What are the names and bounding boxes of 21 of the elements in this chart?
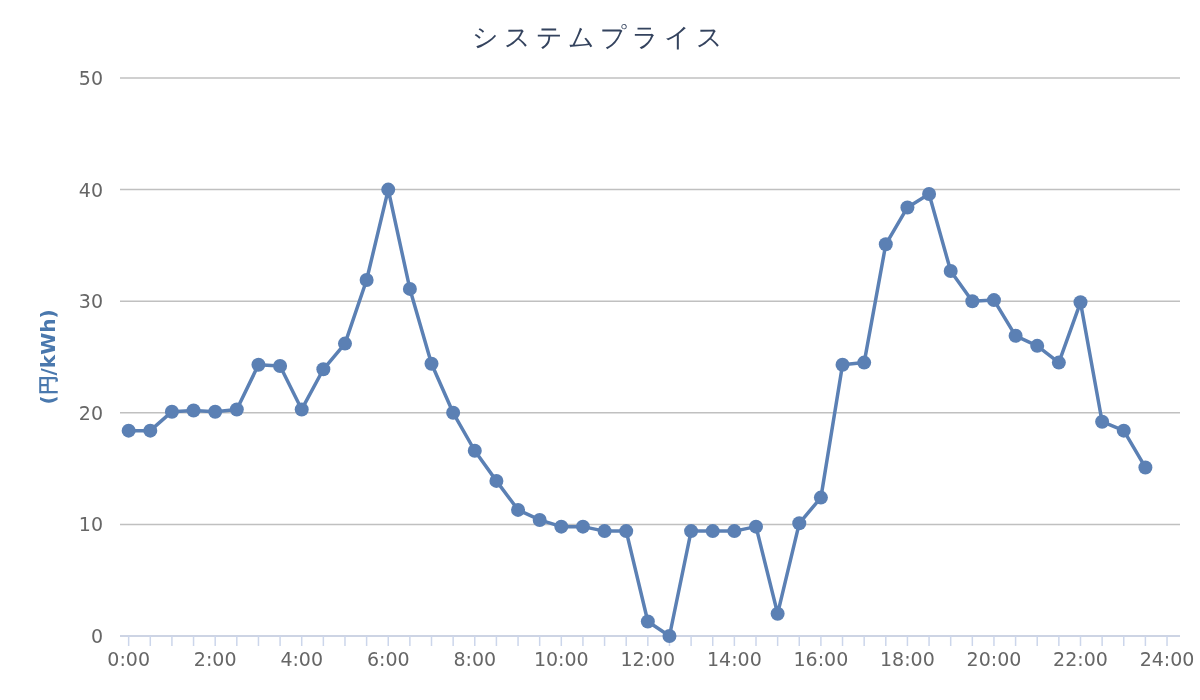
x-tick-label: 4:00: [280, 648, 324, 670]
x-tick-label: 14:00: [707, 648, 762, 670]
x-tick-label: 6:00: [366, 648, 410, 670]
y-tick-label: 50: [78, 67, 103, 89]
y-tick-label: 30: [78, 290, 103, 313]
x-tick-label: 2:00: [193, 648, 237, 670]
y-tick-label: 20: [78, 401, 103, 424]
x-tick-label: 24:00: [1139, 648, 1195, 670]
x-tick-label: 12:00: [620, 648, 676, 670]
x-tick-label: 8:00: [453, 648, 497, 670]
y-tick-label: 0: [90, 625, 103, 647]
x-tick-label: 20:00: [966, 648, 1022, 670]
x-tick-label: 18:00: [880, 648, 935, 670]
x-tick-label: 0:00: [107, 648, 150, 670]
x-tick-label: 10:00: [533, 648, 589, 670]
y-tick-label: 10: [78, 513, 103, 536]
title: システムプライス: [472, 22, 728, 52]
y-axis-title: (円/kWh): [36, 309, 60, 405]
x-tick-label: 16:00: [793, 648, 849, 670]
x-tick-label: 22:00: [1053, 648, 1108, 670]
y-tick-label: 40: [78, 178, 103, 201]
